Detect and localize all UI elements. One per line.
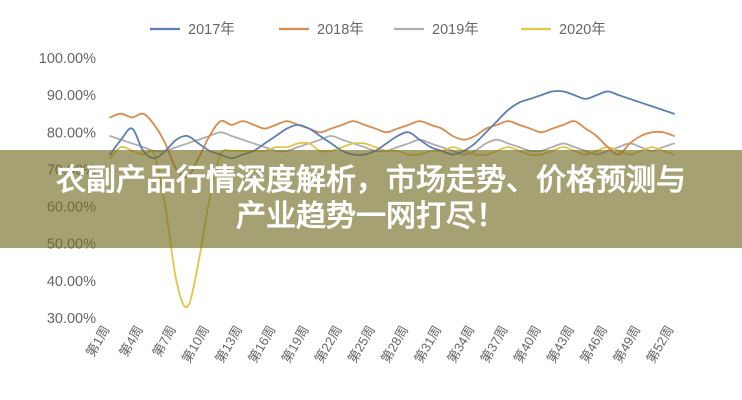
- svg-text:90.00%: 90.00%: [47, 88, 96, 104]
- svg-text:第25周: 第25周: [345, 323, 378, 366]
- svg-text:80.00%: 80.00%: [47, 125, 96, 141]
- svg-text:第1周: 第1周: [83, 323, 113, 359]
- svg-text:第13周: 第13周: [212, 323, 245, 366]
- svg-text:第4周: 第4周: [116, 323, 146, 359]
- svg-text:第46周: 第46周: [577, 323, 610, 366]
- svg-text:第40周: 第40周: [511, 323, 544, 366]
- svg-text:第10周: 第10周: [179, 323, 212, 366]
- svg-text:第31周: 第31周: [411, 323, 444, 366]
- svg-text:第34周: 第34周: [444, 323, 477, 366]
- svg-text:第28周: 第28周: [378, 323, 411, 366]
- svg-text:30.00%: 30.00%: [47, 311, 96, 327]
- svg-text:第52周: 第52周: [643, 323, 676, 366]
- svg-text:40.00%: 40.00%: [47, 274, 96, 290]
- svg-text:100.00%: 100.00%: [39, 51, 96, 67]
- svg-text:第43周: 第43周: [544, 323, 577, 366]
- svg-text:第19周: 第19周: [278, 323, 311, 366]
- svg-text:第7周: 第7周: [149, 323, 179, 359]
- svg-text:第16周: 第16周: [245, 323, 278, 366]
- svg-text:第22周: 第22周: [312, 323, 345, 366]
- svg-text:第37周: 第37周: [477, 323, 510, 366]
- svg-text:第49周: 第49周: [610, 323, 643, 366]
